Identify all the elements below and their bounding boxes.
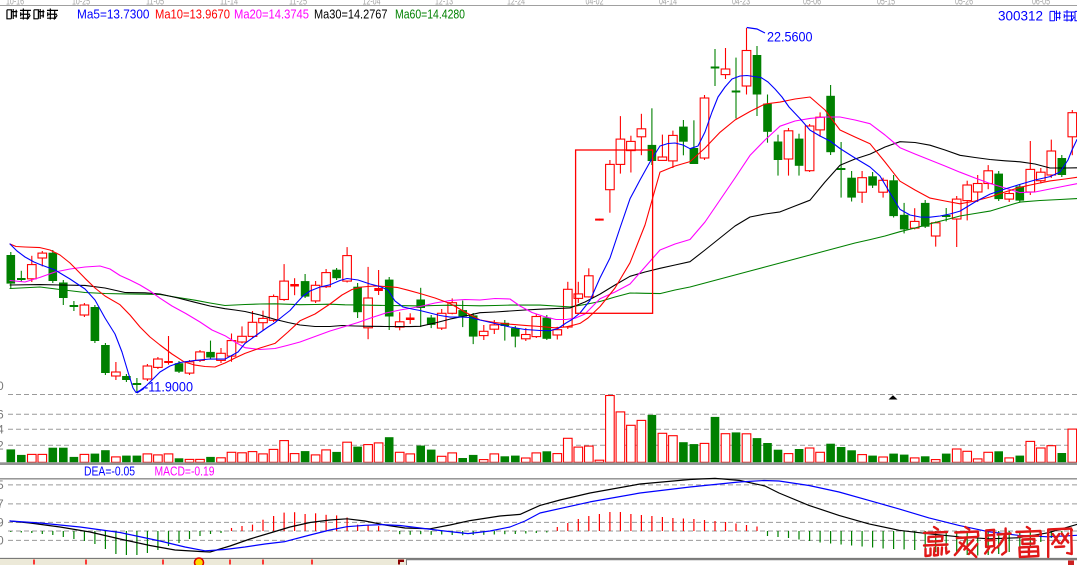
- svg-text:5: 5: [0, 478, 4, 492]
- svg-text:9: 9: [0, 516, 4, 530]
- svg-text:06-05: 06-05: [1032, 0, 1050, 7]
- svg-text:12-04: 12-04: [363, 0, 381, 7]
- svg-text:04-23: 04-23: [732, 0, 750, 7]
- svg-text:Ma10=13.9670: Ma10=13.9670: [155, 7, 230, 22]
- svg-text:DEA=-0.05: DEA=-0.05: [84, 464, 135, 479]
- svg-text:300312: 300312: [998, 9, 1043, 24]
- svg-text:0: 0: [0, 379, 4, 393]
- svg-text:04-14: 04-14: [659, 0, 677, 7]
- svg-text:05-06: 05-06: [803, 0, 821, 7]
- svg-text:11-25: 11-25: [289, 0, 307, 7]
- svg-text:10-25: 10-25: [72, 0, 90, 7]
- svg-text:04-02: 04-02: [586, 0, 604, 7]
- svg-text:0: 0: [0, 534, 4, 548]
- svg-text:12-13: 12-13: [435, 0, 453, 7]
- svg-text:11-14: 11-14: [220, 0, 238, 7]
- svg-text:Ma30=14.2767: Ma30=14.2767: [314, 7, 388, 22]
- svg-text:10-16: 10-16: [6, 0, 24, 7]
- svg-text:Ma20=14.3745: Ma20=14.3745: [234, 7, 309, 22]
- svg-text:Ma5=13.7300: Ma5=13.7300: [77, 7, 150, 22]
- svg-text:MACD=-0.19: MACD=-0.19: [155, 464, 215, 479]
- svg-text:Ma60=14.4280: Ma60=14.4280: [395, 7, 465, 22]
- svg-text:05-15: 05-15: [877, 0, 895, 7]
- svg-text:22.5600: 22.5600: [767, 30, 813, 45]
- svg-text:2: 2: [0, 439, 4, 453]
- svg-text:6: 6: [0, 408, 4, 422]
- svg-text:11-05: 11-05: [146, 0, 164, 7]
- svg-text:4: 4: [0, 423, 4, 437]
- svg-text:7: 7: [0, 497, 4, 511]
- svg-text:12-24: 12-24: [507, 0, 525, 7]
- svg-text:05-26: 05-26: [955, 0, 973, 7]
- svg-text:-11.9000: -11.9000: [144, 380, 193, 395]
